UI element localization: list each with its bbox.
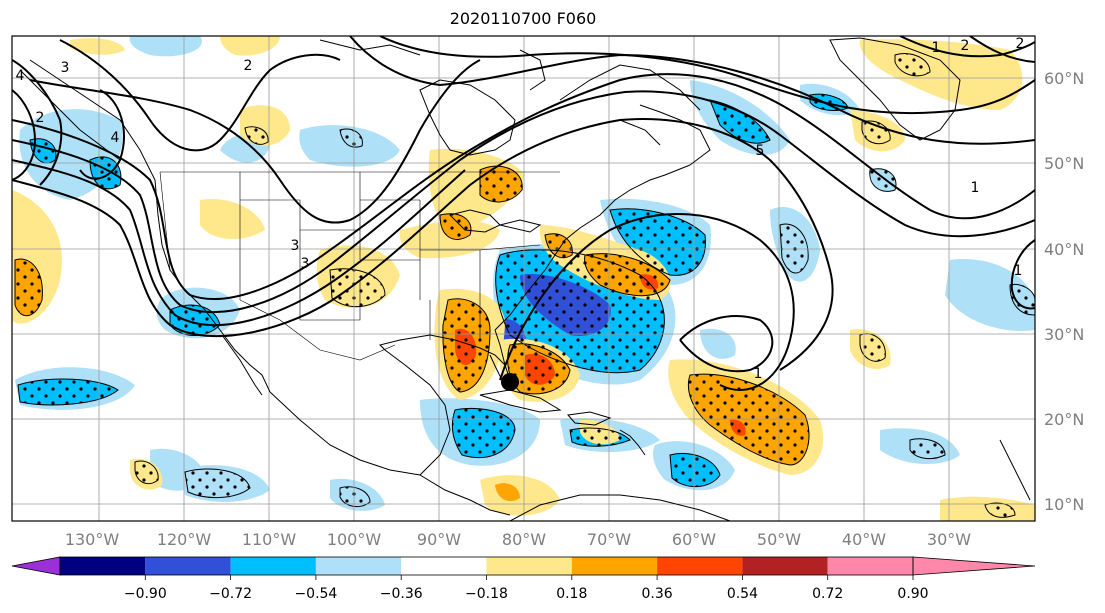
contour-label: 3 bbox=[291, 238, 300, 254]
significance-stippling bbox=[14, 53, 1035, 518]
colorbar-segment bbox=[486, 557, 572, 575]
contour-label: 2 bbox=[961, 38, 970, 54]
lon-label: 60°W bbox=[672, 530, 716, 549]
contour-label: 3 bbox=[61, 60, 70, 76]
latitude-labels: 60°N 50°N 40°N 30°N 20°N 10°N bbox=[1044, 69, 1084, 514]
lat-label: 10°N bbox=[1044, 495, 1084, 514]
contour-label: 1 bbox=[1014, 263, 1023, 279]
longitude-labels: 130°W 120°W 110°W 100°W 90°W 80°W 70°W 6… bbox=[65, 530, 971, 549]
lat-label: 30°N bbox=[1044, 325, 1084, 344]
colorbar-segment bbox=[11, 556, 61, 576]
lon-label: 130°W bbox=[65, 530, 120, 549]
contour-labels: 4 3 2 2 1 1 1 3 2 4 5 3 1 2 bbox=[16, 36, 1025, 382]
colorbar-tick-label: 0.72 bbox=[812, 586, 843, 602]
lon-label: 120°W bbox=[157, 530, 212, 549]
contour-label: 1 bbox=[754, 366, 763, 382]
contour-label: 3 bbox=[301, 256, 310, 272]
contour-label: 5 bbox=[756, 143, 765, 159]
contour-label: 2 bbox=[36, 110, 45, 126]
contour-label: 1 bbox=[932, 40, 941, 56]
colorbar-segment bbox=[742, 557, 828, 575]
lat-label: 20°N bbox=[1044, 410, 1084, 429]
lat-label: 50°N bbox=[1044, 154, 1084, 173]
colorbar-tick-label: 0.54 bbox=[727, 586, 758, 602]
storm-center-marker bbox=[501, 373, 519, 391]
map-frame bbox=[11, 35, 1036, 522]
lat-label: 60°N bbox=[1044, 69, 1084, 88]
lon-label: 30°W bbox=[927, 530, 971, 549]
colorbar-segment bbox=[60, 557, 146, 575]
colorbar-tick-label: 0.36 bbox=[642, 586, 673, 602]
colorbar-segment bbox=[571, 557, 658, 575]
contour-lines bbox=[12, 36, 1035, 391]
political-borders bbox=[159, 171, 560, 361]
colorbar-segment bbox=[315, 557, 402, 575]
colorbar-tick-label: 0.90 bbox=[897, 586, 928, 602]
lon-label: 100°W bbox=[327, 530, 382, 549]
colorbar-segment bbox=[827, 557, 913, 575]
colorbar-segment bbox=[657, 557, 743, 575]
lon-label: 110°W bbox=[242, 530, 297, 549]
colorbar-segment bbox=[230, 557, 316, 575]
colorbar-tick-label: −0.54 bbox=[294, 586, 337, 602]
colorbar-segment bbox=[912, 556, 1036, 576]
colorbar-segment bbox=[145, 557, 231, 575]
colorbar-tick-label: −0.90 bbox=[124, 586, 167, 602]
colorbar-tick-label: 0.18 bbox=[556, 586, 587, 602]
colorbar-tick-label: −0.36 bbox=[380, 586, 423, 602]
lon-label: 70°W bbox=[587, 530, 631, 549]
coastlines bbox=[19, 37, 1031, 521]
lon-label: 50°W bbox=[757, 530, 801, 549]
contour-label: 4 bbox=[16, 68, 25, 84]
contour-label: 2 bbox=[1016, 36, 1025, 52]
lon-label: 40°W bbox=[842, 530, 886, 549]
colorbar-tick-label: −0.72 bbox=[209, 586, 252, 602]
lat-label: 40°N bbox=[1044, 240, 1084, 259]
contour-label: 2 bbox=[244, 58, 253, 74]
colorbar: −0.90 −0.72 −0.54 −0.36 −0.18 0.18 0.36 … bbox=[11, 556, 1036, 602]
contour-label: 1 bbox=[971, 180, 980, 196]
map-title: 2020110700 F060 bbox=[449, 9, 597, 28]
colorbar-tick-label: −0.18 bbox=[465, 586, 508, 602]
lon-label: 80°W bbox=[502, 530, 546, 549]
contour-label: 4 bbox=[111, 130, 120, 146]
lon-label: 90°W bbox=[417, 530, 461, 549]
colorbar-segment bbox=[401, 557, 487, 575]
colorbar-ticks bbox=[144, 575, 914, 580]
graticule bbox=[12, 36, 1035, 521]
